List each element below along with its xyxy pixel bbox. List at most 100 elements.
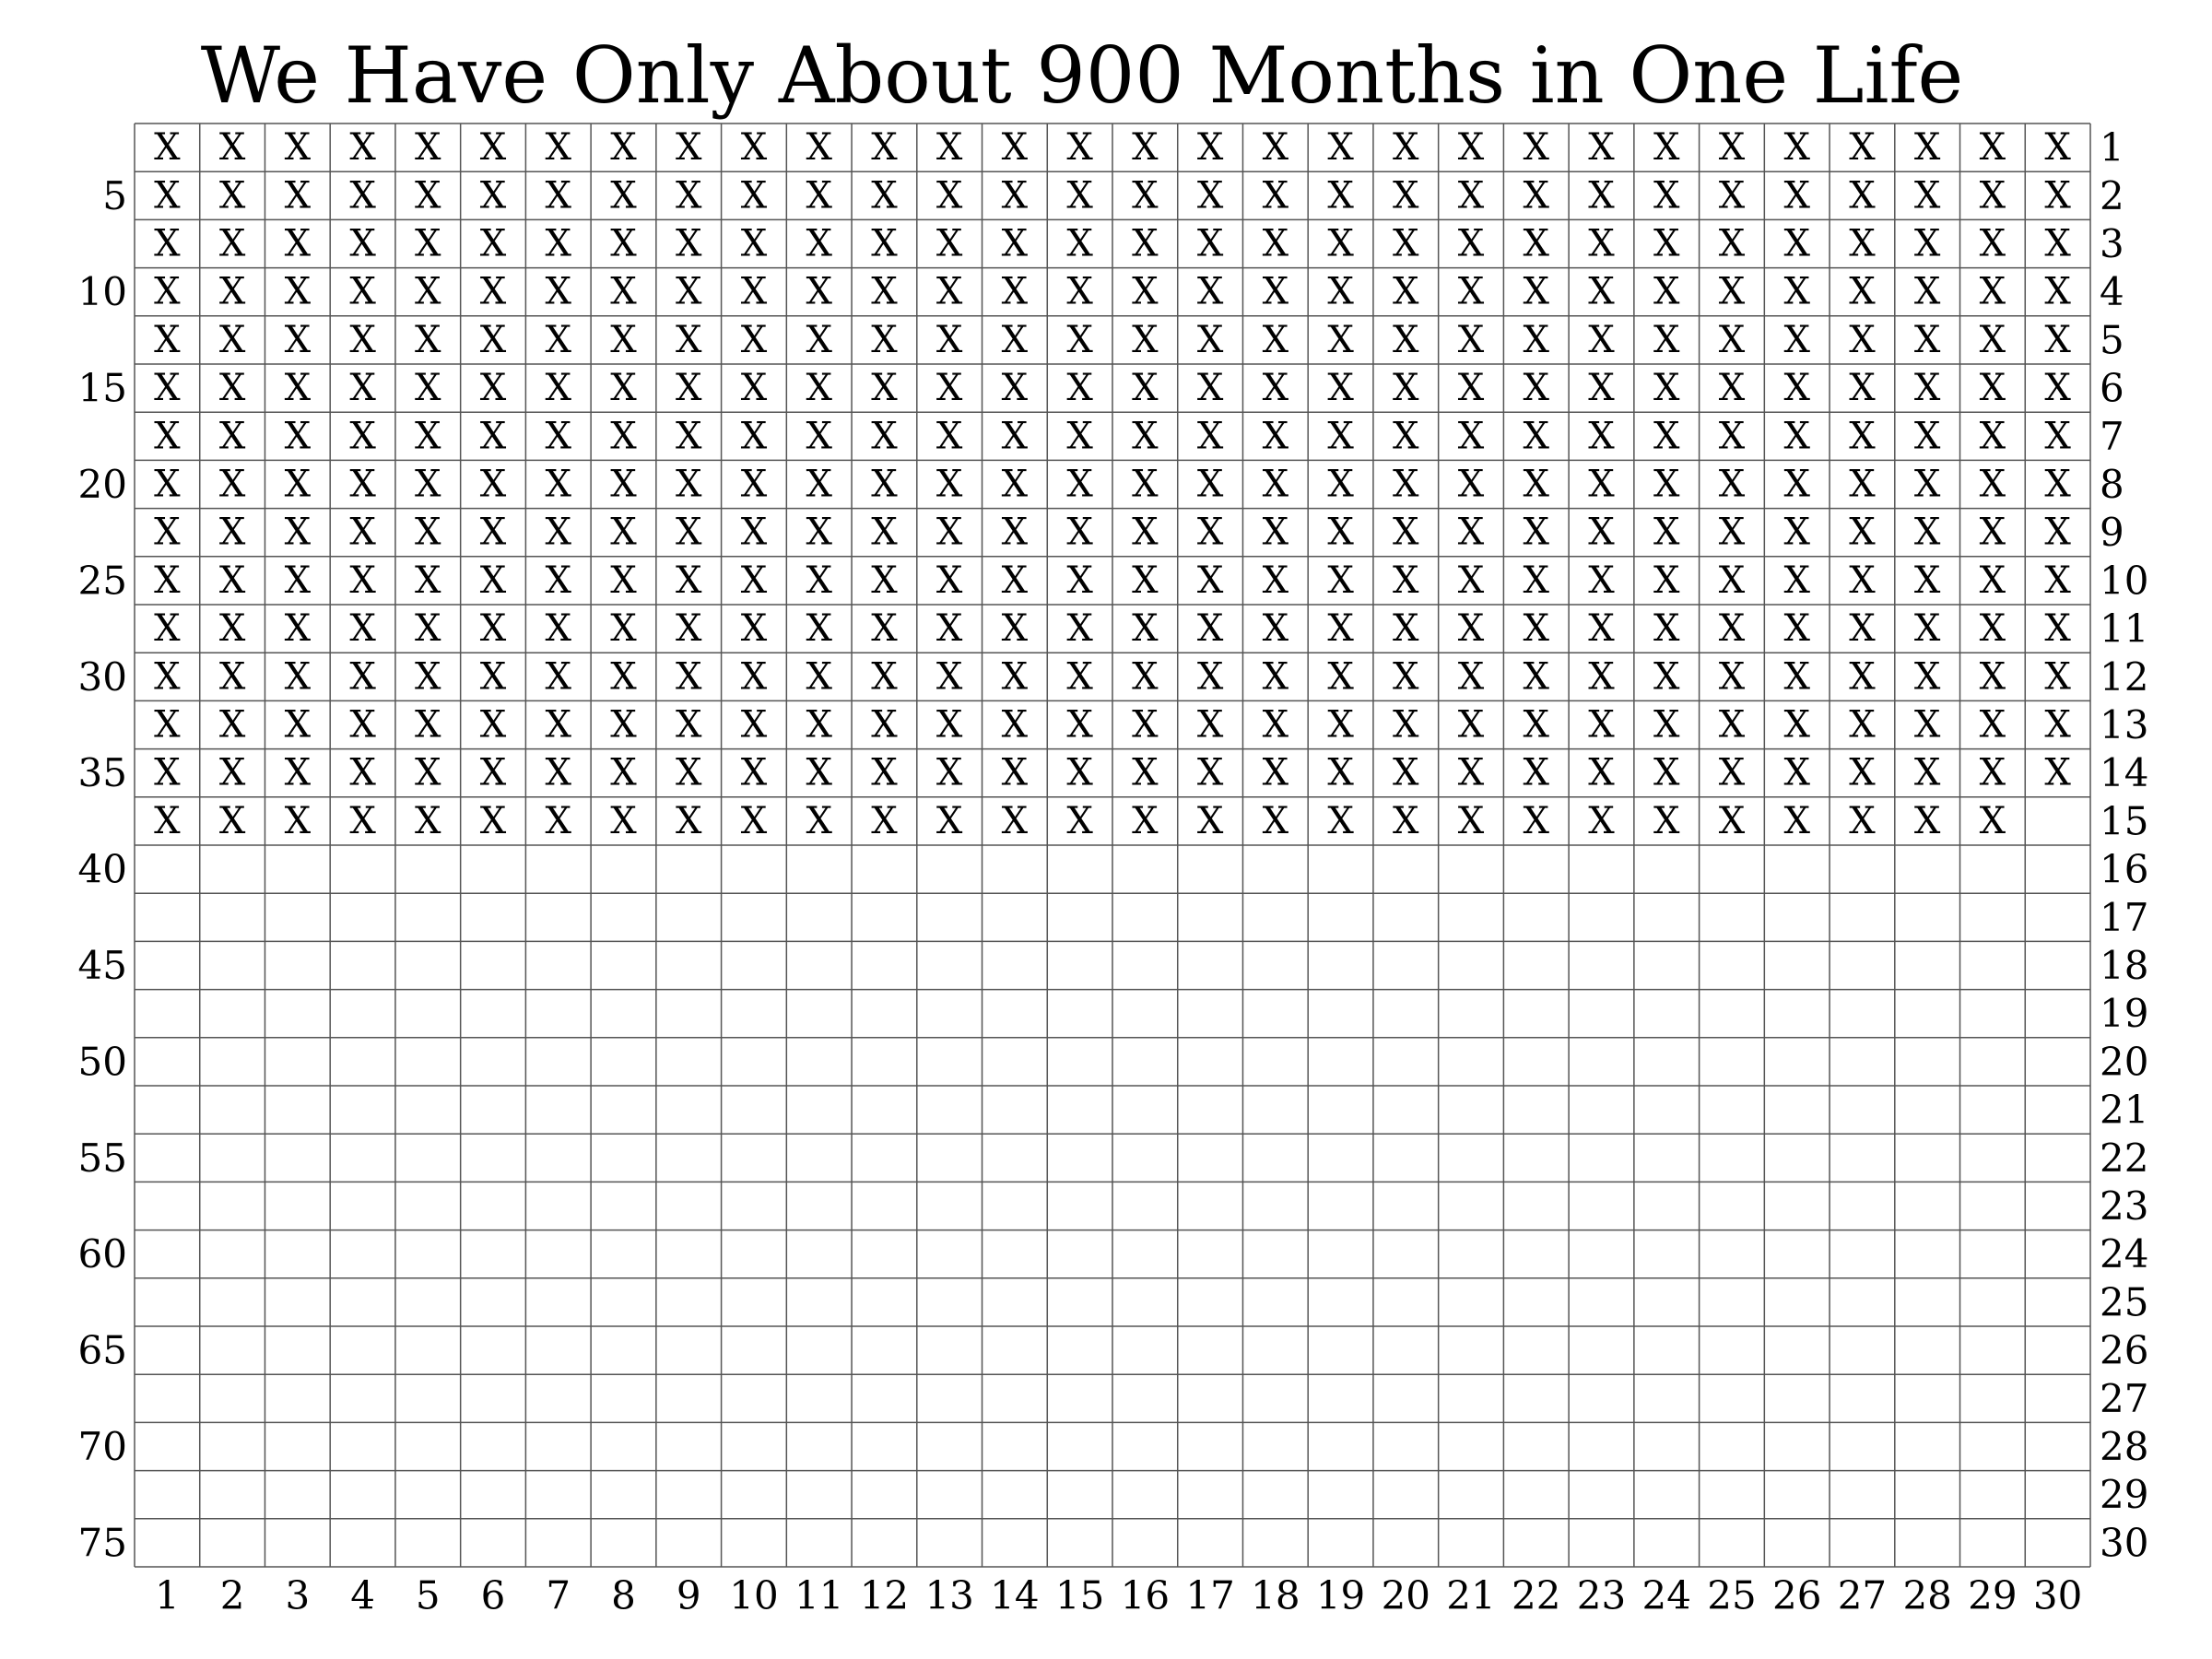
- month-mark: X: [1393, 607, 1419, 650]
- month-mark: X: [1458, 607, 1485, 650]
- month-mark: X: [936, 126, 963, 169]
- month-mark: X: [349, 367, 376, 409]
- row-number-label: 24: [2100, 1231, 2148, 1277]
- month-mark: X: [1653, 512, 1680, 554]
- month-mark: X: [2044, 126, 2071, 169]
- month-mark: X: [806, 271, 832, 313]
- month-mark: X: [2044, 752, 2071, 794]
- month-mark: X: [1393, 415, 1419, 457]
- month-mark: X: [936, 174, 963, 217]
- month-mark: X: [676, 559, 702, 602]
- month-mark: X: [546, 607, 572, 650]
- column-number-label: 20: [1382, 1573, 1430, 1618]
- month-mark: X: [1458, 800, 1485, 842]
- month-mark: X: [1524, 800, 1550, 842]
- month-mark: X: [676, 704, 702, 747]
- month-mark: X: [1066, 559, 1093, 602]
- month-mark: X: [1914, 655, 1941, 698]
- month-mark: X: [415, 464, 441, 506]
- month-mark: X: [1849, 704, 1876, 747]
- month-mark: X: [1524, 367, 1550, 409]
- month-mark: X: [936, 319, 963, 361]
- column-number-label: 28: [1902, 1573, 1951, 1618]
- month-mark: X: [1719, 655, 1746, 698]
- month-mark: X: [1132, 271, 1159, 313]
- column-number-label: 3: [285, 1573, 310, 1618]
- month-mark: X: [871, 607, 898, 650]
- month-mark: X: [1263, 126, 1289, 169]
- month-mark: X: [1066, 704, 1093, 747]
- month-mark: X: [1066, 126, 1093, 169]
- month-mark: X: [676, 607, 702, 650]
- row-number-label: 30: [2100, 1520, 2148, 1565]
- month-mark: X: [1132, 415, 1159, 457]
- month-mark: X: [1132, 126, 1159, 169]
- month-mark: X: [676, 464, 702, 506]
- month-mark: X: [1849, 464, 1876, 506]
- column-number-label: 1: [155, 1573, 180, 1618]
- month-mark: X: [1980, 174, 2006, 217]
- month-mark: X: [349, 655, 376, 698]
- month-mark: X: [480, 512, 507, 554]
- month-mark: X: [1002, 704, 1029, 747]
- month-mark: X: [936, 415, 963, 457]
- column-number-label: 4: [350, 1573, 375, 1618]
- month-mark: X: [610, 415, 637, 457]
- month-mark: X: [415, 512, 441, 554]
- month-mark: X: [1327, 271, 1354, 313]
- month-mark: X: [285, 512, 312, 554]
- month-mark: X: [1132, 559, 1159, 602]
- column-number-label: 19: [1316, 1573, 1365, 1618]
- month-mark: X: [2044, 174, 2071, 217]
- month-mark: X: [480, 559, 507, 602]
- month-mark: X: [1132, 223, 1159, 265]
- month-mark: X: [1197, 223, 1224, 265]
- month-mark: X: [1066, 655, 1093, 698]
- month-mark: X: [1263, 271, 1289, 313]
- column-number-label: 17: [1185, 1573, 1234, 1618]
- row-number-label: 11: [2100, 606, 2148, 652]
- month-mark: X: [154, 223, 181, 265]
- month-mark: X: [1458, 559, 1485, 602]
- month-mark: X: [480, 800, 507, 842]
- month-mark: X: [415, 655, 441, 698]
- month-mark: X: [1588, 174, 1615, 217]
- month-mark: X: [741, 223, 768, 265]
- month-mark: X: [806, 126, 832, 169]
- month-mark: X: [2044, 271, 2071, 313]
- month-mark: X: [806, 174, 832, 217]
- month-mark: X: [1524, 126, 1550, 169]
- month-mark: X: [1653, 752, 1680, 794]
- month-mark: X: [349, 512, 376, 554]
- month-mark: X: [1783, 655, 1810, 698]
- month-mark: X: [1849, 271, 1876, 313]
- row-number-label: 5: [2100, 317, 2124, 362]
- month-mark: X: [349, 126, 376, 169]
- month-mark: X: [1783, 271, 1810, 313]
- month-mark: X: [546, 512, 572, 554]
- month-mark: X: [219, 800, 246, 842]
- month-mark: X: [1914, 800, 1941, 842]
- month-mark: X: [741, 271, 768, 313]
- month-mark: X: [415, 174, 441, 217]
- month-mark: X: [1393, 559, 1419, 602]
- month-mark: X: [1783, 126, 1810, 169]
- month-mark: X: [219, 512, 246, 554]
- month-mark: X: [415, 319, 441, 361]
- month-mark: X: [871, 464, 898, 506]
- month-mark: X: [1849, 174, 1876, 217]
- month-mark: X: [285, 271, 312, 313]
- month-mark: X: [1458, 512, 1485, 554]
- row-number-label: 7: [2100, 414, 2124, 459]
- month-mark: X: [936, 271, 963, 313]
- column-number-label: 6: [481, 1573, 506, 1618]
- month-mark: X: [1066, 512, 1093, 554]
- month-mark: X: [154, 271, 181, 313]
- month-mark: X: [1653, 704, 1680, 747]
- month-mark: X: [676, 512, 702, 554]
- month-mark: X: [546, 319, 572, 361]
- month-mark: X: [1002, 800, 1029, 842]
- month-mark: X: [1719, 464, 1746, 506]
- column-number-label: 16: [1121, 1573, 1170, 1618]
